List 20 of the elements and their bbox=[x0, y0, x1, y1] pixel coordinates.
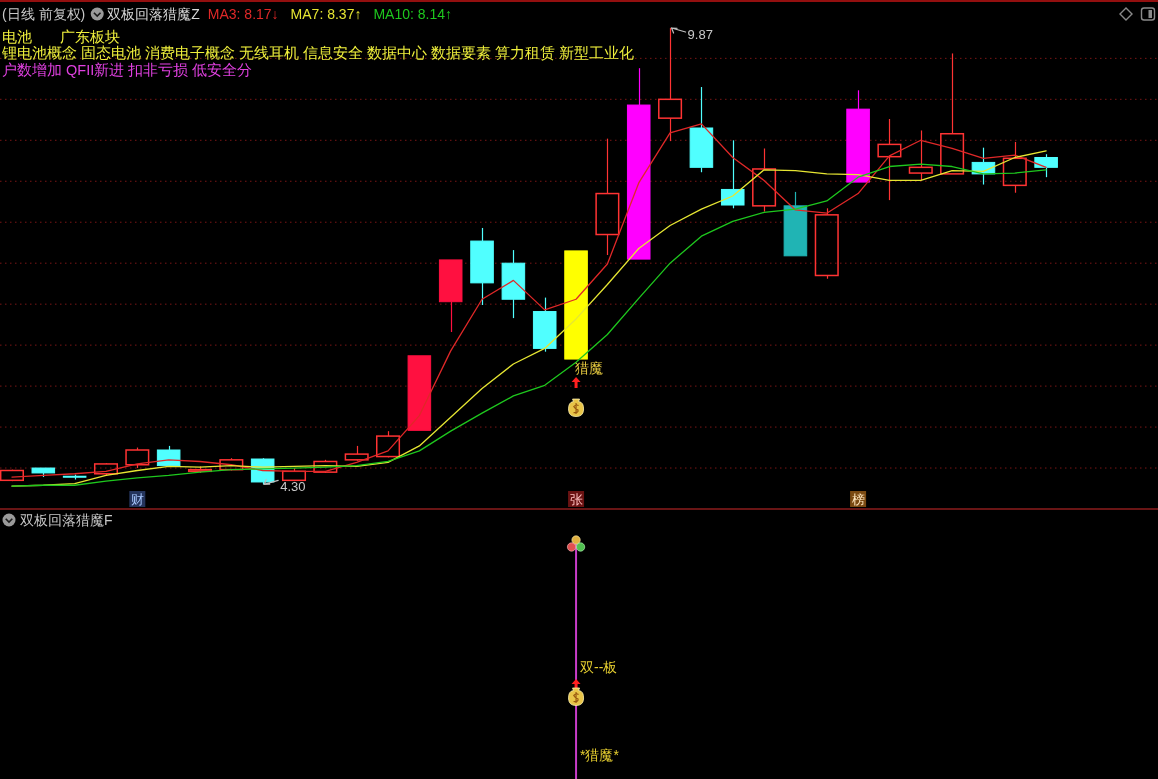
text: MA3: 8.17↓ bbox=[207, 6, 279, 22]
chart-subtitle: 双板回落猎魔Z bbox=[107, 6, 201, 22]
text: MA10: 8.14↑ bbox=[373, 6, 453, 22]
annotation: 4.30 bbox=[280, 478, 306, 494]
text: MA7: 8.37↑ bbox=[290, 6, 362, 22]
marker-label: 财 bbox=[129, 491, 146, 507]
price-note: 4.30 bbox=[263, 478, 306, 494]
annotation: 9.87 bbox=[687, 27, 713, 43]
price-note: 9.87 bbox=[670, 27, 713, 43]
chart-title: 双板回落猎魔F bbox=[20, 512, 113, 528]
annotation: 猎魔 bbox=[575, 360, 604, 377]
chart-title: (日线 前复权) bbox=[2, 6, 86, 22]
annotation: 双--板 bbox=[580, 659, 618, 675]
marker-label: 榜 bbox=[850, 491, 867, 507]
annotation: 广东板块 bbox=[60, 29, 120, 45]
annotation: 电池 bbox=[2, 29, 32, 45]
annotation: 锂电池概念 固态电池 消费电子概念 无线耳机 信息安全 数据中心 数据要素 算力租赁 新型工业化 bbox=[1, 45, 635, 61]
marker-label: 张 bbox=[568, 491, 585, 507]
annotation: *猎魔* bbox=[580, 747, 620, 763]
annotation: 户数增加 QFII新进 扣非亏损 低安全分 bbox=[2, 62, 253, 78]
